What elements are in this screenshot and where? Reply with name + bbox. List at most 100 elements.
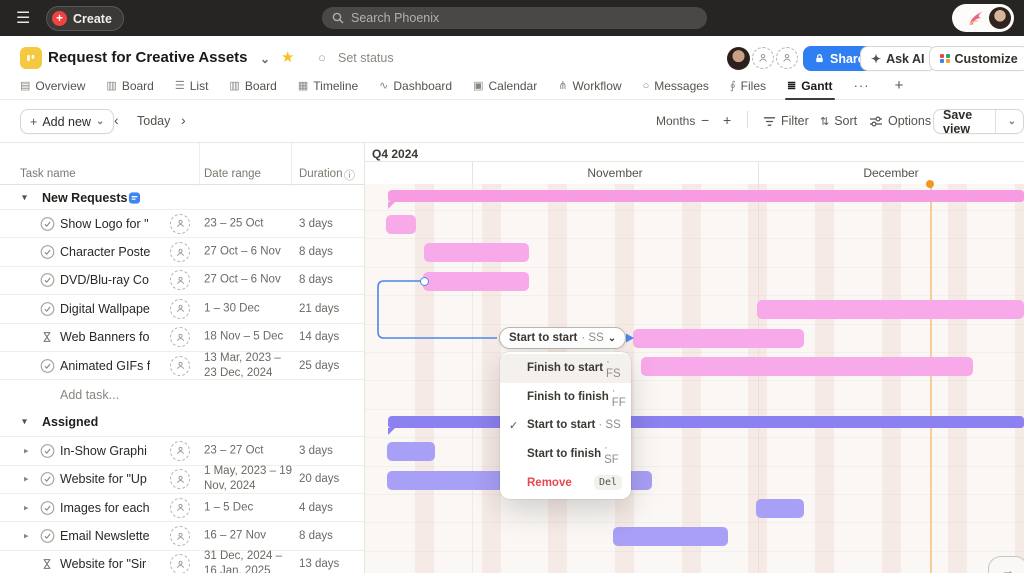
tab-messages[interactable]: ○ Messages xyxy=(643,72,709,99)
hamburger-menu-icon[interactable]: ☰ xyxy=(16,10,31,27)
check-circle-icon[interactable] xyxy=(40,443,55,458)
group-doc-icon[interactable] xyxy=(128,191,141,204)
task-name[interactable]: Website for "Sir xyxy=(60,557,147,572)
project-icon[interactable] xyxy=(20,47,42,69)
task-date-range[interactable]: 1 May, 2023 – 19 Nov, 2024 xyxy=(204,465,293,493)
task-row-in-show-graphi[interactable]: ▸ In-Show Graphi 23 – 27 Oct 3 days xyxy=(0,437,364,466)
task-name[interactable]: Website for "Up xyxy=(60,472,147,487)
task-date-range[interactable]: 18 Nov – 5 Dec xyxy=(204,330,284,343)
task-date-range[interactable]: 31 Dec, 2024 – 16 Jan, 2025 xyxy=(204,550,283,573)
dependency-type-dropdown[interactable]: Start to start · SS ⌄ xyxy=(499,327,627,349)
tab-overview[interactable]: ▤ Overview xyxy=(20,72,85,99)
tab-board[interactable]: ▥ Board xyxy=(106,72,153,99)
tab-workflow[interactable]: ⋔ Workflow xyxy=(558,72,621,99)
menu-item-start-to-start[interactable]: ✓ Start to start · SS xyxy=(500,411,631,440)
task-duration[interactable]: 14 days xyxy=(299,331,340,344)
tab-dashboard[interactable]: ∿ Dashboard xyxy=(379,72,452,99)
task-date-range[interactable]: 27 Oct – 6 Nov xyxy=(204,245,281,258)
assigned-summary-bar[interactable] xyxy=(388,416,1024,435)
task-date-range[interactable]: 16 – 27 Nov xyxy=(204,529,267,542)
favorite-star-icon[interactable]: ★ xyxy=(281,49,295,66)
create-button[interactable]: + Create xyxy=(46,6,124,31)
task-name[interactable]: Animated GIFs f xyxy=(60,358,151,373)
today-button[interactable]: Today xyxy=(137,114,171,128)
in-show-graphics-bar[interactable] xyxy=(387,442,435,461)
task-duration[interactable]: 21 days xyxy=(299,302,340,315)
collapse-caret-icon[interactable]: ▾ xyxy=(22,416,28,428)
empty-avatar-slot-1[interactable] xyxy=(752,47,774,69)
tab-gantt[interactable]: ≣ Gantt xyxy=(785,72,835,100)
task-duration[interactable]: 20 days xyxy=(299,473,340,486)
task-date-range[interactable]: 23 – 25 Oct xyxy=(204,217,264,230)
assignee-avatar-placeholder[interactable] xyxy=(170,355,190,376)
assignee-avatar-placeholder[interactable] xyxy=(170,526,190,547)
assignee-avatar-placeholder[interactable] xyxy=(170,554,190,573)
check-circle-icon[interactable] xyxy=(40,472,55,487)
empty-avatar-slot-2[interactable] xyxy=(776,47,798,69)
ask-ai-button[interactable]: ✦ Ask AI xyxy=(860,46,936,71)
customize-button[interactable]: Customize xyxy=(929,46,1024,71)
check-circle-icon[interactable] xyxy=(40,273,55,288)
task-row-dvd-blu-ray-co[interactable]: DVD/Blu-ray Co 27 Oct – 6 Nov 8 days xyxy=(0,266,364,296)
expand-caret-icon[interactable]: ▸ xyxy=(24,530,29,541)
task-duration[interactable]: 25 days xyxy=(299,359,340,372)
collaborator-avatar[interactable] xyxy=(727,47,750,70)
add-view-button[interactable]: + xyxy=(894,77,904,94)
task-duration[interactable]: 4 days xyxy=(299,501,333,514)
status-circle-icon[interactable]: ○ xyxy=(318,50,326,65)
check-circle-icon[interactable] xyxy=(40,245,55,260)
add-task-label[interactable]: Add task... xyxy=(60,387,120,402)
check-circle-icon[interactable] xyxy=(40,301,55,316)
assignee-avatar-placeholder[interactable] xyxy=(170,242,190,263)
column-header-duration[interactable]: Duration xyxy=(299,168,343,180)
task-date-range[interactable]: 23 – 27 Oct xyxy=(204,444,264,457)
task-date-range[interactable]: 27 Oct – 6 Nov xyxy=(204,274,281,287)
save-view-chevron-icon[interactable]: ⌄ xyxy=(1007,116,1016,127)
task-duration[interactable]: 8 days xyxy=(299,274,333,287)
task-name[interactable]: Images for each xyxy=(60,500,150,515)
assignee-avatar-placeholder[interactable] xyxy=(170,497,190,518)
task-row-show-logo-for[interactable]: Show Logo for " 23 – 25 Oct 3 days xyxy=(0,210,364,239)
column-header-date-range[interactable]: Date range xyxy=(204,168,261,180)
check-circle-icon[interactable] xyxy=(40,216,55,231)
scroll-to-bar-button[interactable]: → xyxy=(988,556,1024,573)
new-requests-summary-bar[interactable] xyxy=(388,190,1024,209)
dvd-bluray-bar[interactable] xyxy=(423,271,529,291)
check-circle-icon[interactable] xyxy=(40,529,55,544)
character-poster-bar[interactable] xyxy=(424,243,529,262)
assignee-avatar-placeholder[interactable] xyxy=(170,327,190,348)
account-pill[interactable] xyxy=(952,4,1014,32)
assignee-avatar-placeholder[interactable] xyxy=(170,469,190,490)
expand-caret-icon[interactable]: ▸ xyxy=(24,445,29,456)
task-date-range[interactable]: 1 – 30 Dec xyxy=(204,302,260,315)
column-header-task-name[interactable]: Task name xyxy=(20,168,76,180)
task-row-add-task[interactable]: Add task... xyxy=(0,380,364,409)
task-name[interactable]: Character Poste xyxy=(60,245,151,260)
doc-icon[interactable] xyxy=(128,191,141,204)
task-duration[interactable]: 8 days xyxy=(299,246,333,259)
task-row-website-for-sir[interactable]: Website for "Sir 31 Dec, 2024 – 16 Jan, … xyxy=(0,551,364,573)
task-date-range[interactable]: 13 Mar, 2023 – 23 Dec, 2024 xyxy=(204,351,281,379)
check-circle-icon[interactable] xyxy=(40,500,55,515)
task-name[interactable]: In-Show Graphi xyxy=(60,443,147,458)
tab-timeline[interactable]: ▦ Timeline xyxy=(298,72,358,99)
menu-item-finish-to-finish[interactable]: Finish to finish · FF xyxy=(500,383,631,412)
list-panel-divider[interactable] xyxy=(364,143,365,573)
group-row-new-requests[interactable]: ▾ New Requests xyxy=(0,186,364,210)
assignee-avatar-placeholder[interactable] xyxy=(170,270,190,291)
tab-files[interactable]: ∮ Files xyxy=(730,72,766,99)
animated-gifs-bar[interactable] xyxy=(641,357,973,376)
assignee-avatar-placeholder[interactable] xyxy=(170,440,190,461)
scale-label[interactable]: Months xyxy=(656,114,696,128)
menu-item-remove[interactable]: Remove Del xyxy=(500,468,631,497)
show-logo-bar[interactable] xyxy=(386,215,416,234)
group-row-assigned[interactable]: ▾ Assigned xyxy=(0,408,364,438)
task-duration[interactable]: 8 days xyxy=(299,530,333,543)
expand-caret-icon[interactable]: ▸ xyxy=(24,473,29,484)
collapse-caret-icon[interactable]: ▾ xyxy=(22,192,28,203)
tab-calendar[interactable]: ▣ Calendar xyxy=(473,72,537,99)
task-name[interactable]: Show Logo for " xyxy=(60,216,149,231)
tab-overflow-button[interactable]: ··· xyxy=(853,78,870,93)
tab-board[interactable]: ▥ Board xyxy=(229,72,276,99)
task-date-range[interactable]: 1 – 5 Dec xyxy=(204,501,254,514)
